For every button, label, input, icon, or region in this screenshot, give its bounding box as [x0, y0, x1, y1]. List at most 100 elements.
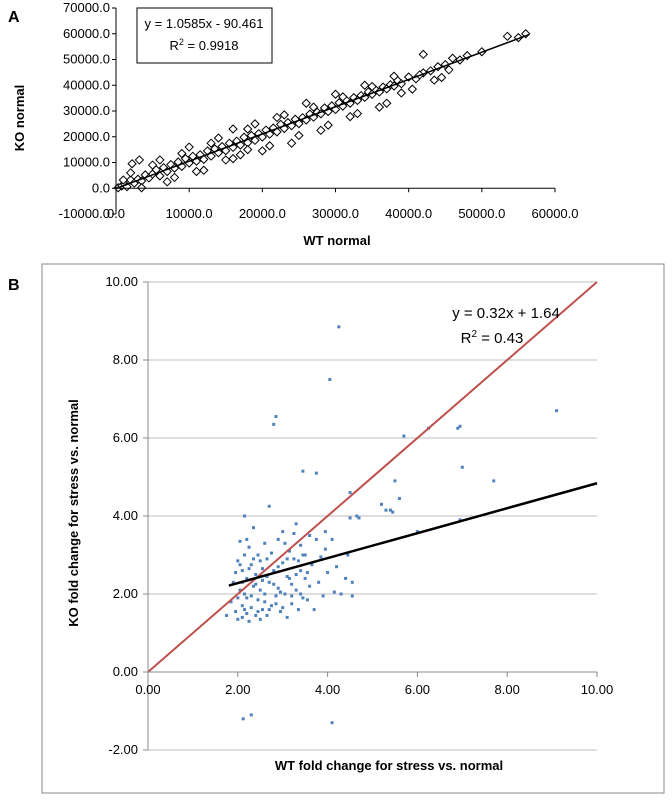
panel-a-r-squared: R2 = 0.9918 — [170, 37, 239, 53]
panel-b-label: B — [8, 277, 20, 294]
panel-b-y-tick-label: -2.00 — [108, 742, 138, 757]
panel-a-point — [330, 89, 341, 99]
panel-b-point — [260, 567, 264, 571]
panel-b-point — [263, 541, 267, 545]
panel-b-point — [269, 604, 273, 608]
panel-b-point — [299, 543, 303, 547]
panel-b-point — [265, 557, 269, 561]
panel-b-point — [285, 615, 289, 619]
panel-b-points — [225, 325, 559, 725]
panel-b-point — [357, 516, 361, 520]
panel-a-x-tick-label: 40000.0 — [385, 206, 432, 221]
panel-b-y-tick-label: 4.00 — [113, 508, 138, 523]
panel-a-point — [264, 141, 275, 151]
panel-a-point — [286, 138, 297, 148]
panel-a-point — [242, 144, 253, 155]
panel-b-point — [384, 508, 388, 512]
panel-a-point — [382, 98, 392, 108]
panel-a-point — [221, 155, 231, 165]
panel-a-y-tick-label: 60000.0 — [63, 26, 110, 41]
panel-a-point — [250, 119, 260, 129]
panel-b-point — [391, 510, 395, 514]
panel-b-point — [243, 553, 247, 557]
panel-a-point — [228, 153, 238, 164]
panel-b-point — [252, 526, 256, 530]
panel-a-point — [444, 65, 454, 75]
panel-b-point — [256, 610, 260, 614]
panel-b-point — [243, 592, 247, 596]
panel-b-point — [267, 580, 271, 584]
panel-b-point — [241, 717, 245, 721]
panel-b-point — [330, 537, 334, 541]
panel-b-point — [267, 504, 271, 508]
panel-a-point — [118, 175, 129, 185]
panel-b-point — [283, 592, 287, 596]
panel-a-y-tick-label: 10000.0 — [63, 155, 110, 170]
panel-b-point — [332, 590, 336, 594]
panel-b-point — [296, 608, 300, 612]
panel-a-point — [374, 102, 385, 112]
panel-a-r2-prefix: R — [170, 38, 179, 53]
panel-b-point — [278, 590, 282, 594]
panel-b-point — [323, 530, 327, 534]
panel-b-point — [225, 613, 229, 617]
panel-a-y-ticks: -10000.0 0.0 10000.0 20000.0 30000.0 40000.0 5… — [59, 0, 116, 221]
panel-a-point — [235, 150, 246, 160]
panel-b-point — [319, 555, 323, 559]
panel-b-point — [301, 596, 305, 600]
panel-b-point — [276, 565, 280, 569]
panel-a-point — [242, 124, 253, 134]
panel-a-point — [360, 80, 370, 90]
panel-b-x-tick-label: 2.00 — [225, 682, 250, 697]
panel-a-x-ticks: 0.0 10000.0 20000.0 30000.0 40000.0 50000.0 60… — [107, 188, 579, 221]
panel-a-point — [301, 98, 311, 108]
panel-b-point — [260, 578, 264, 582]
panel-a-r2-exponent: 2 — [179, 37, 184, 47]
panel-b-point — [243, 514, 247, 518]
panel-b-point — [292, 532, 296, 536]
panel-b-point — [254, 582, 258, 586]
panel-b-point — [236, 617, 240, 621]
panel-b-point — [229, 600, 233, 604]
panel-b-point — [238, 563, 242, 567]
panel-a-point — [213, 133, 224, 143]
panel-b-point — [256, 553, 260, 557]
panel-a-point — [316, 125, 326, 136]
panel-b-point — [283, 541, 287, 545]
panel-b-point — [254, 613, 258, 617]
panel-b-y-ticks: -2.00 0.00 2.00 4.00 6.00 8.00 10.00 — [105, 274, 148, 757]
panel-b-point — [274, 594, 278, 598]
panel-b-r-squared: R2 = 0.43 — [461, 329, 524, 347]
panel-b-point — [460, 465, 464, 469]
panel-b-point — [234, 571, 238, 575]
panel-a-point — [147, 160, 158, 170]
panel-b-point — [350, 580, 354, 584]
panel-b-point — [272, 582, 276, 586]
panel-b-point — [290, 594, 294, 598]
panel-a-point — [184, 142, 194, 152]
panel-b-point — [240, 604, 244, 608]
panel-b-point — [292, 557, 296, 561]
panel-b-point — [238, 539, 242, 543]
panel-a-point — [345, 111, 355, 122]
panel-a-point — [447, 53, 458, 63]
panel-a-point — [323, 120, 333, 130]
panel-b-point — [240, 569, 244, 573]
panel-a-point — [136, 183, 147, 193]
panel-b-point — [323, 547, 327, 551]
panel-b-point — [278, 610, 282, 614]
panel-b-point — [236, 559, 240, 563]
panel-a-x-tick-label: 10000.0 — [166, 206, 213, 221]
panel-a-y-tick-label: -10000.0 — [59, 206, 110, 221]
panel-b-r2-prefix: R — [461, 330, 472, 347]
panel-b-point — [258, 588, 262, 592]
panel-b-y-tick-label: 6.00 — [113, 430, 138, 445]
panel-b-point — [299, 592, 303, 596]
panel-b-point — [285, 574, 289, 578]
panel-a-x-tick-label: 50000.0 — [458, 206, 505, 221]
panel-b-point — [348, 516, 352, 520]
panel-b-point — [296, 559, 300, 563]
panel-a-point — [338, 92, 348, 102]
panel-b-point — [287, 576, 291, 580]
